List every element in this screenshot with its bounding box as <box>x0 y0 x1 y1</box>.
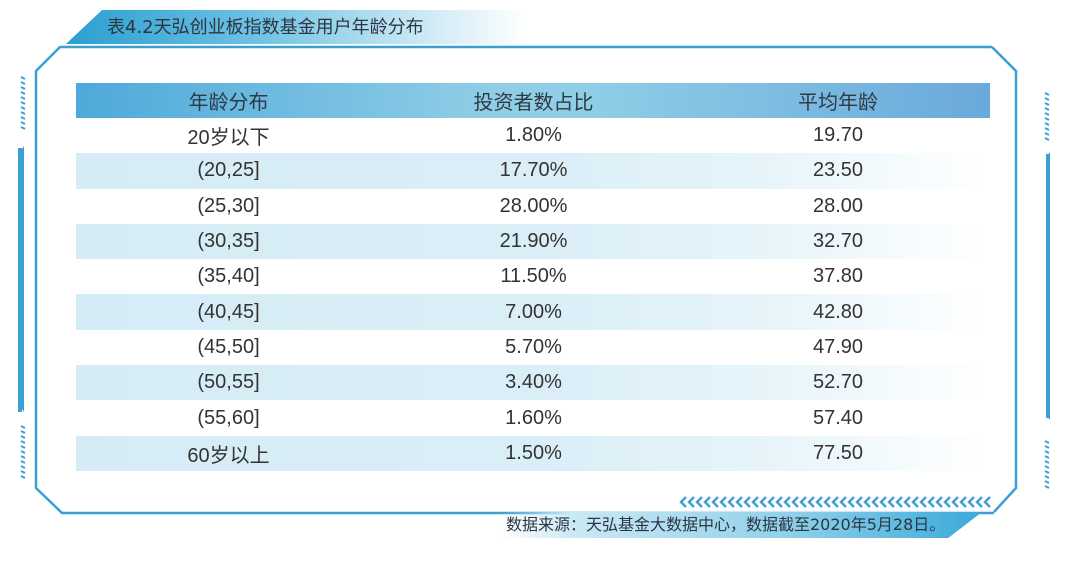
table-row: (35,40] 11.50% 37.80 <box>76 259 990 294</box>
frame-outline-right <box>991 46 1018 513</box>
cell-average-age: 32.70 <box>812 230 864 253</box>
cell-age-range: 20岁以下 <box>187 127 270 150</box>
left-hatch-bottom <box>20 425 26 479</box>
cell-investor-share: 1.80% <box>505 124 562 147</box>
cell-average-age: 23.50 <box>812 159 864 182</box>
cell-investor-share: 3.40% <box>505 371 562 394</box>
left-hatch-top <box>20 76 26 130</box>
cell-investor-share: 1.60% <box>505 406 562 429</box>
table-header-row: 年龄分布 投资者数占比 平均年龄 <box>76 83 990 118</box>
source-note-band <box>500 512 982 538</box>
cell-age-range: (55,60] <box>197 406 260 429</box>
table-row: 20岁以下 1.80% 19.70 <box>76 118 990 153</box>
table-row: (40,45] 7.00% 42.80 <box>76 294 990 330</box>
cell-investor-share: 28.00% <box>499 194 568 217</box>
cell-average-age: 52.70 <box>812 371 864 394</box>
cell-age-range: 60岁以上 <box>187 444 270 467</box>
header-average-age: 平均年龄 <box>798 90 878 114</box>
title-banner <box>66 10 526 44</box>
frame-outline <box>34 45 992 515</box>
cell-age-range: (35,40] <box>197 265 260 288</box>
header-investor-share: 投资者数占比 <box>473 90 594 114</box>
cell-average-age: 77.50 <box>812 441 864 464</box>
cell-average-age: 19.70 <box>812 124 864 147</box>
cell-investor-share: 11.50% <box>500 265 567 288</box>
cell-investor-share: 17.70% <box>499 159 568 182</box>
chevron-strip <box>679 496 991 508</box>
age-distribution-table: 年龄分布 投资者数占比 平均年龄 20岁以下 1.80% 19.70 (20,2… <box>76 83 990 471</box>
cell-age-range: (25,30] <box>197 194 260 217</box>
cell-average-age: 57.40 <box>812 406 864 429</box>
table-row: (30,35] 21.90% 32.70 <box>76 223 990 260</box>
cell-age-range: (30,35] <box>197 230 260 253</box>
cell-age-range: (50,55] <box>197 371 260 394</box>
table-title: 表4.2天弘创业板指数基金用户年龄分布 <box>107 17 424 38</box>
table-row: 60岁以上 1.50% 77.50 <box>76 435 990 471</box>
cell-investor-share: 5.70% <box>505 335 562 358</box>
cell-average-age: 42.80 <box>812 300 864 323</box>
table-row: (50,55] 3.40% 52.70 <box>76 365 990 401</box>
source-note: 数据来源：天弘基金大数据中心，数据截至2020年5月28日。 <box>506 515 946 534</box>
cell-investor-share: 7.00% <box>505 300 562 323</box>
table-row: (25,30] 28.00% 28.00 <box>76 189 990 224</box>
table-row: (20,25] 17.70% 23.50 <box>76 153 990 189</box>
cell-average-age: 37.80 <box>812 265 864 288</box>
cell-age-range: (20,25] <box>197 159 260 182</box>
table-row: (45,50] 5.70% 47.90 <box>76 330 990 365</box>
right-hatch-top <box>1044 92 1050 141</box>
cell-average-age: 28.00 <box>812 194 864 217</box>
cell-average-age: 47.90 <box>812 335 864 358</box>
cell-age-range: (45,50] <box>197 335 260 358</box>
cell-investor-share: 1.50% <box>505 441 562 464</box>
header-age-range: 年龄分布 <box>188 90 269 114</box>
table-row: (55,60] 1.60% 57.40 <box>76 400 990 435</box>
cell-age-range: (40,45] <box>197 300 260 323</box>
cell-investor-share: 21.90% <box>499 230 568 253</box>
right-hatch-bottom <box>1044 440 1050 489</box>
